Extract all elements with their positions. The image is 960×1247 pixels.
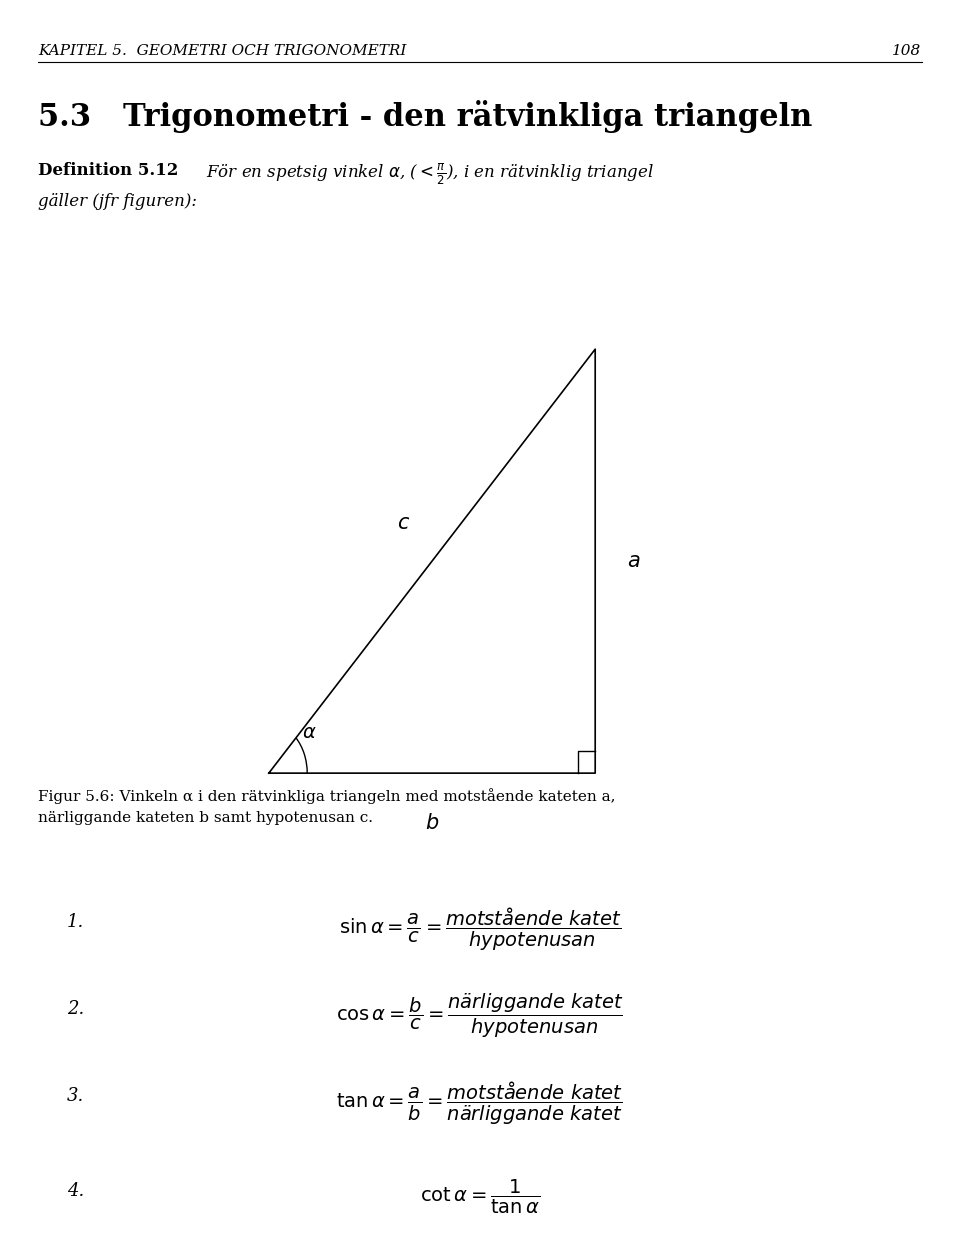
Text: 4.: 4. — [67, 1182, 84, 1200]
Text: $\cot\alpha = \dfrac{1}{\tan\alpha}$: $\cot\alpha = \dfrac{1}{\tan\alpha}$ — [420, 1178, 540, 1216]
Text: 1.: 1. — [67, 913, 84, 930]
Text: $\alpha$: $\alpha$ — [302, 725, 317, 742]
Text: gäller (jfr figuren):: gäller (jfr figuren): — [38, 193, 198, 211]
Text: Definition 5.12: Definition 5.12 — [38, 162, 184, 180]
Text: $\sin\alpha = \dfrac{a}{c} = \dfrac{\mathit{motstående\ katet}}{\mathit{hypotenu: $\sin\alpha = \dfrac{a}{c} = \dfrac{\mat… — [339, 905, 621, 953]
Text: $b$: $b$ — [425, 813, 439, 833]
Text: $\tan\alpha = \dfrac{a}{b} = \dfrac{\mathit{motstående\ katet}}{\mathit{närligga: $\tan\alpha = \dfrac{a}{b} = \dfrac{\mat… — [336, 1080, 624, 1127]
Text: $\cos\alpha = \dfrac{b}{c} = \dfrac{\mathit{närliggande\ katet}}{\mathit{hypoten: $\cos\alpha = \dfrac{b}{c} = \dfrac{\mat… — [336, 993, 624, 1040]
Text: $a$: $a$ — [627, 551, 640, 571]
Text: För en spetsig vinkel $\alpha$, ($< \frac{\pi}{2}$), i en rätvinklig triangel: För en spetsig vinkel $\alpha$, ($< \fra… — [206, 162, 655, 187]
Text: $c$: $c$ — [396, 514, 410, 534]
Text: Figur 5.6: Vinkeln α i den rätvinkliga triangeln med motstående kateten a,
närli: Figur 5.6: Vinkeln α i den rätvinkliga t… — [38, 788, 616, 824]
Text: 2.: 2. — [67, 1000, 84, 1018]
Text: 3.: 3. — [67, 1087, 84, 1105]
Text: 5.3   Trigonometri - den rätvinkliga triangeln: 5.3 Trigonometri - den rätvinkliga trian… — [38, 100, 813, 132]
Text: KAPITEL 5.  GEOMETRI OCH TRIGONOMETRI: KAPITEL 5. GEOMETRI OCH TRIGONOMETRI — [38, 44, 407, 57]
Text: 108: 108 — [893, 44, 922, 57]
